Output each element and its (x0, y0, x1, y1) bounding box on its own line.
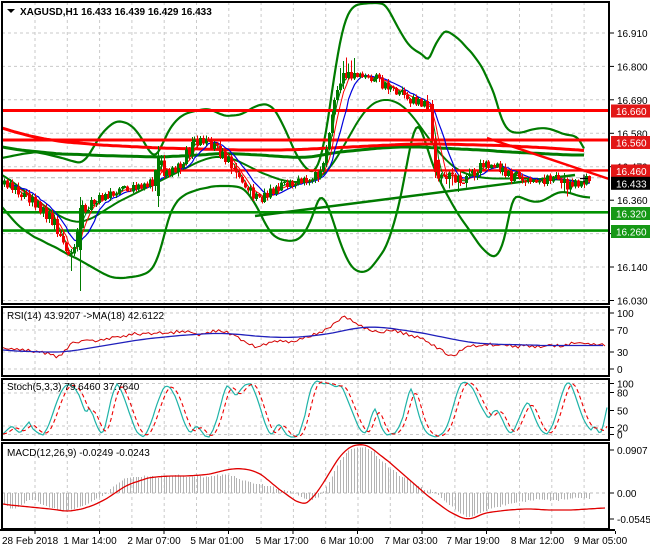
svg-text:0: 0 (617, 365, 623, 376)
svg-text:1 Mar 14:00: 1 Mar 14:00 (63, 536, 117, 547)
svg-text:16.030: 16.030 (617, 297, 648, 308)
svg-text:16.320: 16.320 (616, 210, 647, 221)
svg-text:50: 50 (617, 407, 629, 418)
svg-text:20: 20 (617, 424, 629, 435)
svg-text:16.580: 16.580 (617, 129, 648, 140)
svg-text:16.660: 16.660 (616, 107, 647, 118)
svg-text:30: 30 (617, 348, 629, 359)
svg-text:70: 70 (617, 326, 629, 337)
svg-text:0: 0 (617, 431, 623, 442)
svg-text:80: 80 (617, 389, 629, 400)
svg-text:-0.0545: -0.0545 (617, 515, 650, 526)
svg-text:16.560: 16.560 (616, 139, 647, 150)
svg-text:7 Mar 19:00: 7 Mar 19:00 (446, 536, 500, 547)
svg-text:16.433: 16.433 (616, 179, 647, 190)
svg-text:7 Mar 03:00: 7 Mar 03:00 (384, 536, 438, 547)
svg-text:16.360: 16.360 (617, 196, 648, 207)
svg-text:100: 100 (617, 309, 634, 320)
svg-text:XAGUSD,H1 16.433 16.439 16.42: XAGUSD,H1 16.433 16.439 16.429 16.433 (20, 7, 212, 18)
svg-text:100: 100 (617, 380, 634, 391)
svg-text:Stoch(5,3,3) 79.6460 37.7640: Stoch(5,3,3) 79.6460 37.7640 (7, 382, 140, 393)
svg-text:16.910: 16.910 (617, 29, 648, 40)
svg-text:6 Mar 10:00: 6 Mar 10:00 (320, 536, 374, 547)
svg-text:0.0907: 0.0907 (617, 446, 648, 457)
svg-text:16.690: 16.690 (617, 96, 648, 107)
svg-text:16.140: 16.140 (617, 263, 648, 274)
svg-text:2 Mar 07:00: 2 Mar 07:00 (127, 536, 181, 547)
svg-text:8 Mar 12:00: 8 Mar 12:00 (511, 536, 565, 547)
svg-text:5 Mar 01:00: 5 Mar 01:00 (190, 536, 244, 547)
svg-text:16.800: 16.800 (617, 62, 648, 73)
svg-text:16.260: 16.260 (616, 228, 647, 239)
svg-text:16.460: 16.460 (616, 167, 647, 178)
svg-text:RSI(14) 43.9207 ->MA(18) 42.6: RSI(14) 43.9207 ->MA(18) 42.6122 (7, 311, 164, 322)
svg-text:28 Feb 2018: 28 Feb 2018 (2, 536, 59, 547)
svg-text:9 Mar 05:00: 9 Mar 05:00 (574, 536, 628, 547)
svg-text:MACD(12,26,9) -0.0249 -0.0243: MACD(12,26,9) -0.0249 -0.0243 (7, 448, 150, 459)
svg-text:5 Mar 17:00: 5 Mar 17:00 (255, 536, 309, 547)
svg-text:0.00: 0.00 (617, 489, 637, 500)
